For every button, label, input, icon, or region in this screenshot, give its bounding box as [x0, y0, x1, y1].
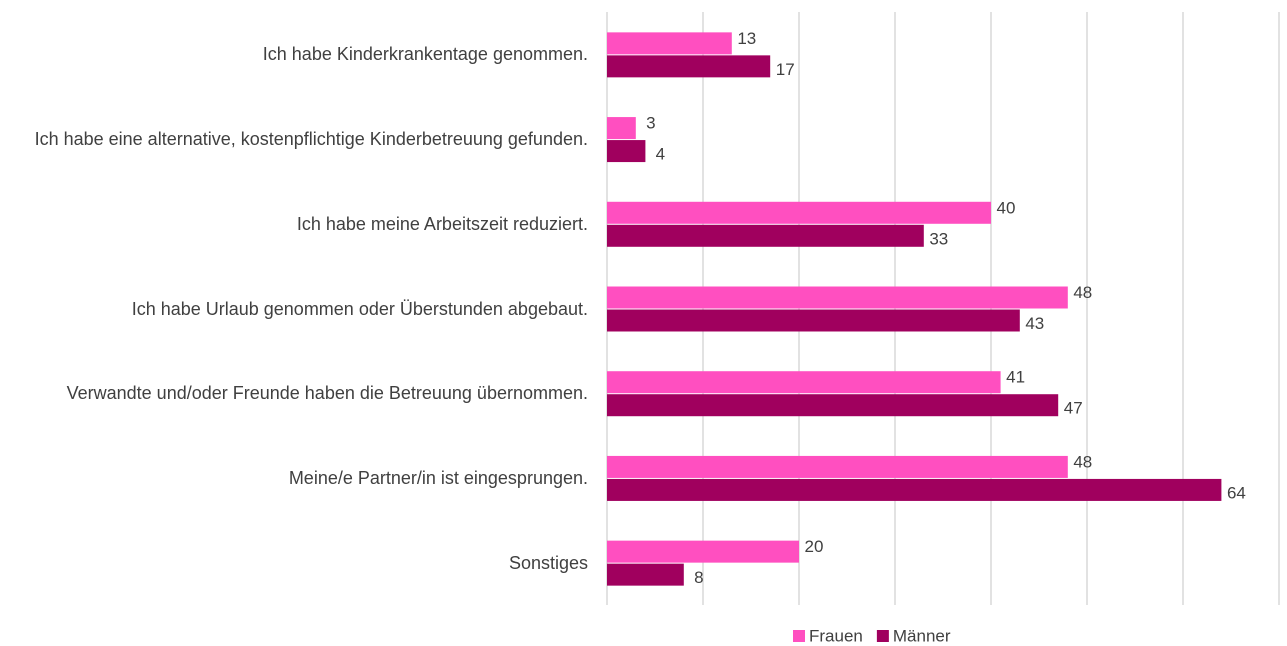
value-label: 64 — [1227, 483, 1246, 502]
value-label: 47 — [1064, 399, 1083, 418]
bar — [607, 540, 799, 563]
bar — [607, 309, 1020, 332]
bar — [607, 140, 646, 163]
value-label: 43 — [1025, 314, 1044, 333]
value-label: 41 — [1006, 368, 1025, 387]
category-label: Sonstiges — [508, 552, 588, 573]
bar — [607, 32, 732, 55]
value-label: 20 — [805, 537, 824, 556]
category-label: Ich habe Kinderkrankentage genommen. — [262, 44, 588, 65]
category-label: Verwandte und/oder Freunde haben die Bet… — [66, 383, 588, 404]
bar — [607, 478, 1222, 501]
category-label: Meine/e Partner/in ist eingesprungen. — [288, 467, 588, 488]
category-label: Ich habe Urlaub genommen oder Überstunde… — [131, 298, 588, 319]
value-label: 4 — [656, 145, 665, 164]
value-label: 8 — [694, 568, 703, 587]
bar — [607, 201, 991, 224]
value-label: 48 — [1073, 452, 1092, 471]
legend-label: Frauen — [809, 626, 863, 645]
bar — [607, 394, 1059, 417]
bar — [607, 117, 636, 140]
bar — [607, 224, 924, 247]
legend-label: Männer — [893, 626, 951, 645]
category-label: Ich habe meine Arbeitszeit reduziert. — [296, 213, 588, 234]
value-label: 13 — [737, 29, 756, 48]
value-label: 48 — [1073, 283, 1092, 302]
value-label: 17 — [776, 60, 795, 79]
category-label: Ich habe eine alternative, kostenpflicht… — [34, 129, 588, 150]
value-label: 40 — [997, 198, 1016, 217]
bar — [607, 455, 1068, 478]
bar — [607, 371, 1001, 394]
bar — [607, 563, 684, 586]
bar — [607, 55, 771, 78]
value-label: 33 — [929, 229, 948, 248]
bar — [607, 286, 1068, 309]
legend-swatch — [793, 630, 805, 642]
legend-swatch — [876, 630, 889, 642]
value-label: 3 — [646, 114, 655, 133]
